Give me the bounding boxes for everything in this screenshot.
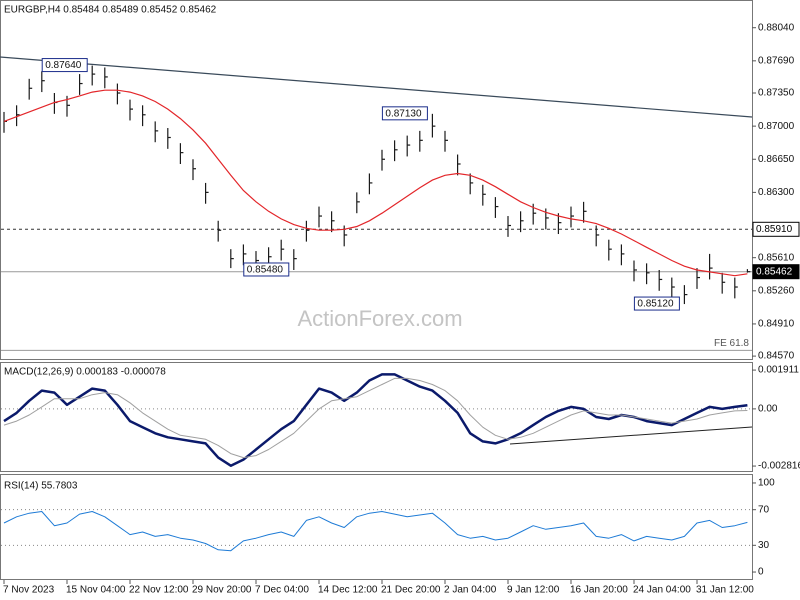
x-tick-label: 16 Jan 20:00 bbox=[570, 585, 628, 596]
indicator-line bbox=[3, 377, 748, 459]
y-tick-label: 0.00 bbox=[758, 404, 778, 415]
rsi-panel-frame bbox=[0, 474, 753, 580]
x-tick-label: 7 Nov 2023 bbox=[3, 585, 55, 596]
price-annotation: 0.85120 bbox=[637, 299, 674, 310]
x-tick-label: 21 Dec 20:00 bbox=[381, 585, 441, 596]
reference-label: 0.85910 bbox=[756, 224, 793, 235]
reference-label: FE 61.8 bbox=[714, 338, 749, 349]
indicator-line bbox=[3, 511, 748, 552]
price-annotation: 0.87130 bbox=[385, 108, 422, 119]
y-tick-label: 0.001911 bbox=[758, 365, 799, 376]
watermark: ActionForex.com bbox=[297, 306, 462, 331]
price-annotation-box bbox=[633, 296, 680, 311]
reference-label: 0.85462 bbox=[756, 266, 793, 277]
y-tick-label: 0.88040 bbox=[758, 22, 795, 33]
y-tick-label: 100 bbox=[758, 478, 775, 489]
reference-box bbox=[752, 221, 800, 237]
y-tick-label: 70 bbox=[758, 504, 770, 515]
y-tick-label: 0.86300 bbox=[758, 187, 795, 198]
price-annotation: 0.87640 bbox=[45, 60, 82, 71]
panel-title: EURGBP,H4 0.85484 0.85489 0.85452 0.8546… bbox=[4, 5, 217, 16]
x-tick-label: 14 Dec 12:00 bbox=[318, 585, 378, 596]
price-panel-frame bbox=[0, 0, 753, 360]
y-tick-label: 0.84570 bbox=[758, 351, 795, 362]
reference-box bbox=[752, 264, 800, 280]
y-tick-label: 0.86650 bbox=[758, 154, 795, 165]
y-tick-label: 0.87350 bbox=[758, 88, 795, 99]
y-tick-label: 0.85260 bbox=[758, 285, 795, 296]
price-annotation-box bbox=[243, 262, 290, 277]
x-tick-label: 2 Jan 04:00 bbox=[444, 585, 497, 596]
price-annotation-box bbox=[381, 106, 428, 121]
x-tick-label: 15 Nov 04:00 bbox=[66, 585, 126, 596]
y-tick-label: 30 bbox=[758, 540, 770, 551]
x-tick-label: 22 Nov 12:00 bbox=[129, 585, 189, 596]
x-tick-label: 29 Nov 20:00 bbox=[192, 585, 252, 596]
x-tick-label: 24 Jan 04:00 bbox=[633, 585, 691, 596]
panel-title: MACD(12,26,9) 0.000183 -0.000078 bbox=[4, 367, 166, 378]
x-tick-label: 7 Dec 04:00 bbox=[255, 585, 309, 596]
x-tick-label: 31 Jan 12:00 bbox=[696, 585, 754, 596]
moving-average bbox=[3, 89, 748, 277]
macd-panel-frame bbox=[0, 362, 753, 472]
y-tick-label: 0.87690 bbox=[758, 55, 795, 66]
y-tick-label: 0 bbox=[758, 567, 764, 578]
x-tick-label: 9 Jan 12:00 bbox=[507, 585, 560, 596]
y-tick-label: -0.002816 bbox=[758, 461, 800, 472]
y-tick-label: 0.85610 bbox=[758, 252, 795, 263]
y-tick-label: 0.84910 bbox=[758, 319, 795, 330]
panel-title: RSI(14) 55.7803 bbox=[4, 481, 78, 492]
price-trendline bbox=[0, 56, 753, 118]
price-annotation-box bbox=[41, 58, 88, 73]
macd-trendline bbox=[509, 426, 753, 445]
price-annotation: 0.85480 bbox=[247, 265, 284, 276]
y-tick-label: 0.87000 bbox=[758, 121, 795, 132]
